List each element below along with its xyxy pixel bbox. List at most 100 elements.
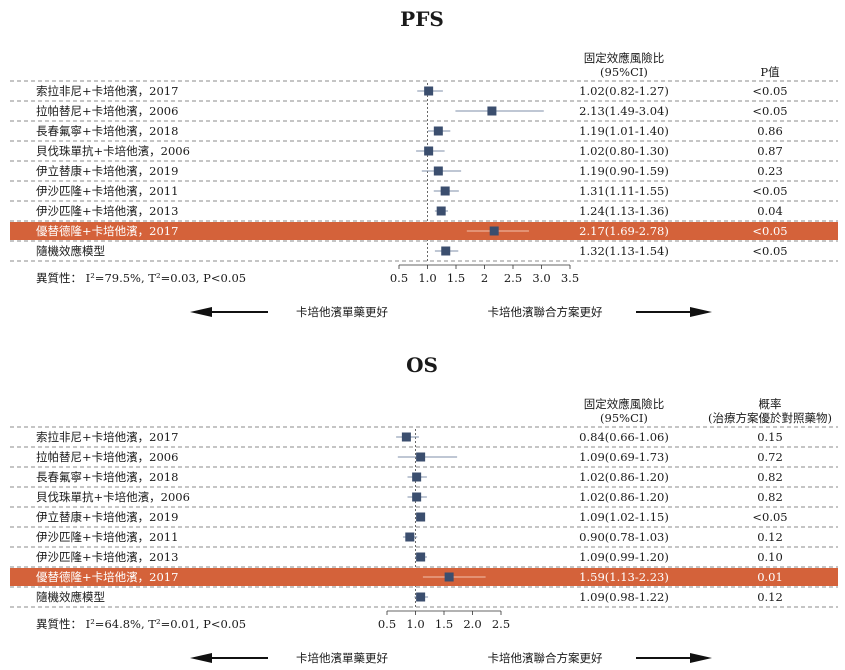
hr-ci-value: 1.19(0.90-1.59) [579,164,669,178]
hr-ci-value: 1.02(0.82-1.27) [579,84,669,98]
point-estimate-marker [441,246,451,256]
point-estimate-marker [416,592,426,602]
left-arrow-icon [190,307,212,317]
x-tick-label: 2.0 [463,617,481,631]
p-value: <0.05 [752,84,787,98]
p-value: 0.01 [757,570,783,584]
heterogeneity-text: 異質性： I²=79.5%, T²=0.03, P<0.05 [36,271,246,285]
hr-ci-value: 1.19(1.01-1.40) [579,124,669,138]
point-estimate-marker [412,492,422,502]
estimate-column-header: 固定效應風險比 [584,397,665,411]
point-estimate-marker [440,186,450,196]
hr-ci-value: 2.13(1.49-3.04) [579,104,669,118]
p-value: 0.15 [757,430,783,444]
study-label: 拉帕替尼+卡培他濱，2006 [36,104,178,118]
hr-ci-value: 1.02(0.86-1.20) [579,470,669,484]
left-direction-label: 卡培他濱單藥更好 [296,651,388,665]
p-value: 0.86 [757,124,783,138]
highlight-row-band [10,222,838,240]
study-label: 隨機效應模型 [36,244,105,258]
study-label: 伊沙匹隆+卡培他濱，2013 [36,550,178,564]
hr-ci-value: 1.31(1.11-1.55) [579,184,669,198]
x-tick-label: 2.5 [492,617,510,631]
point-estimate-marker [424,86,434,96]
hr-ci-value: 1.02(0.86-1.20) [579,490,669,504]
hr-ci-value: 1.32(1.13-1.54) [579,244,669,258]
study-label: 優替德隆+卡培他濱，2017 [36,570,178,584]
p-value: <0.05 [752,224,787,238]
heterogeneity-text: 異質性： I²=64.8%, T²=0.01, P<0.05 [36,617,246,631]
p-value: 0.12 [757,590,783,604]
p-column-header: (治療方案優於對照藥物) [708,411,832,425]
point-estimate-marker [487,106,497,116]
x-tick-label: 3.0 [532,271,550,285]
study-label: 長春氟寧+卡培他濱，2018 [36,124,178,138]
study-label: 長春氟寧+卡培他濱，2018 [36,470,178,484]
x-tick-label: 1.0 [418,271,436,285]
study-label: 伊沙匹隆+卡培他濱，2011 [36,530,178,544]
point-estimate-marker [401,432,411,442]
hr-ci-value: 0.90(0.78-1.03) [579,530,669,544]
x-tick-label: 0.5 [378,617,396,631]
p-value: 0.87 [757,144,783,158]
p-value: 0.10 [757,550,783,564]
hr-ci-value: 1.09(0.98-1.22) [579,590,669,604]
p-value: 0.12 [757,530,783,544]
left-direction-label: 卡培他濱單藥更好 [296,305,388,319]
p-value: 0.72 [757,450,783,464]
p-value: <0.05 [752,104,787,118]
hr-ci-value: 0.84(0.66-1.06) [579,430,669,444]
point-estimate-marker [405,532,415,542]
p-value: 0.82 [757,490,783,504]
chart-title: PFS [400,7,444,31]
x-tick-label: 1.5 [447,271,465,285]
hr-ci-value: 1.09(0.69-1.73) [579,450,669,464]
study-label: 優替德隆+卡培他濱，2017 [36,224,178,238]
p-value: <0.05 [752,510,787,524]
right-arrow-icon [690,653,712,663]
p-value: <0.05 [752,184,787,198]
x-tick-label: 2 [481,271,488,285]
study-label: 伊立替康+卡培他濱，2019 [36,510,178,524]
x-tick-label: 0.5 [390,271,408,285]
hr-ci-value: 1.02(0.80-1.30) [579,144,669,158]
hr-ci-value: 1.09(0.99-1.20) [579,550,669,564]
point-estimate-marker [424,146,434,156]
x-tick-label: 1.0 [406,617,424,631]
point-estimate-marker [436,206,446,216]
p-column-header: P值 [760,65,780,79]
point-estimate-marker [433,166,443,176]
right-direction-label: 卡培他濱聯合方案更好 [488,305,603,319]
x-tick-label: 1.5 [435,617,453,631]
point-estimate-marker [444,572,454,582]
p-value: 0.23 [757,164,783,178]
study-label: 索拉非尼+卡培他濱，2017 [36,430,178,444]
point-estimate-marker [433,126,443,136]
estimate-column-header: 固定效應風險比 [584,51,665,65]
x-tick-label: 3.5 [561,271,579,285]
estimate-column-header: (95%CI) [600,411,648,425]
study-label: 伊沙匹隆+卡培他濱，2013 [36,204,178,218]
p-column-header: 概率 [759,397,782,411]
p-value: 0.04 [757,204,783,218]
hr-ci-value: 1.59(1.13-2.23) [579,570,669,584]
chart-title: OS [406,353,438,377]
study-label: 隨機效應模型 [36,590,105,604]
study-label: 貝伐珠單抗+卡培他濱，2006 [36,490,190,504]
study-label: 伊立替康+卡培他濱，2019 [36,164,178,178]
x-tick-label: 2.5 [504,271,522,285]
study-label: 貝伐珠單抗+卡培他濱，2006 [36,144,190,158]
p-value: 0.82 [757,470,783,484]
point-estimate-marker [416,512,426,522]
point-estimate-marker [412,472,422,482]
left-arrow-icon [190,653,212,663]
point-estimate-marker [416,552,426,562]
estimate-column-header: (95%CI) [600,65,648,79]
point-estimate-marker [416,452,426,462]
p-value: <0.05 [752,244,787,258]
study-label: 拉帕替尼+卡培他濱，2006 [36,450,178,464]
study-label: 索拉非尼+卡培他濱，2017 [36,84,178,98]
study-label: 伊沙匹隆+卡培他濱，2011 [36,184,178,198]
right-arrow-icon [690,307,712,317]
